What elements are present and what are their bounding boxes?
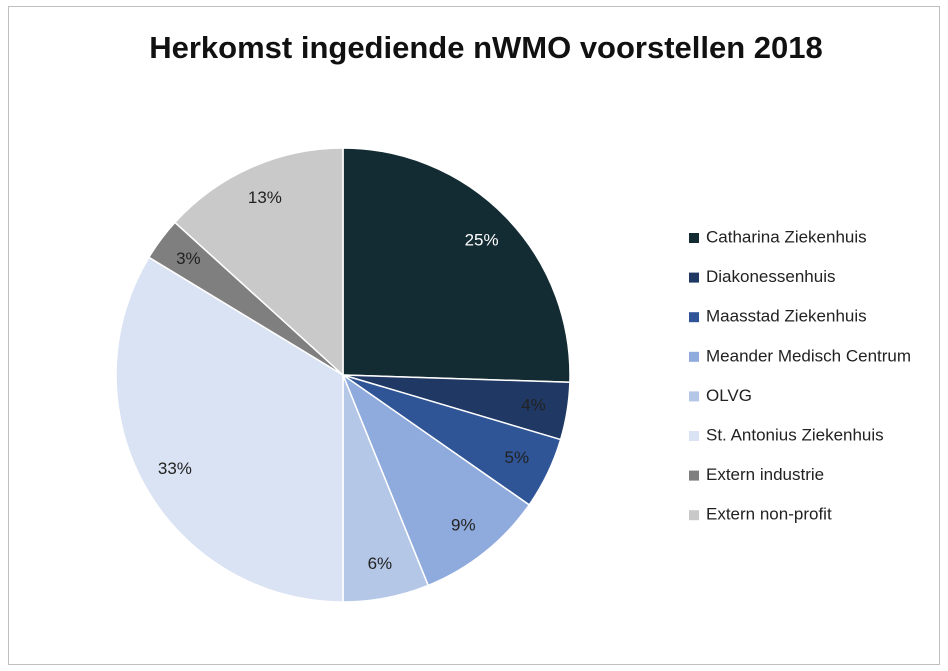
legend-swatch bbox=[689, 351, 699, 362]
legend-swatch bbox=[689, 233, 699, 243]
legend-label: Diakonessenhuis bbox=[706, 267, 835, 286]
legend-label: Extern industrie bbox=[706, 465, 824, 484]
data-label: 6% bbox=[368, 554, 393, 573]
data-label: 4% bbox=[521, 395, 546, 414]
data-label: 13% bbox=[248, 188, 282, 207]
legend-swatch bbox=[689, 272, 699, 283]
data-label: 25% bbox=[465, 230, 499, 249]
legend-label: Extern non-profit bbox=[706, 505, 832, 524]
pie-slice bbox=[342, 147, 571, 384]
pie-slice bbox=[341, 372, 531, 587]
pie-slice bbox=[173, 147, 344, 377]
legend-label: Catharina Ziekenhuis bbox=[706, 227, 867, 246]
data-label: 5% bbox=[505, 448, 530, 467]
legend-swatch bbox=[689, 431, 699, 441]
data-label: 33% bbox=[158, 459, 192, 478]
legend-label: OLVG bbox=[706, 386, 752, 405]
legend-label: Maasstad Ziekenhuis bbox=[706, 307, 867, 326]
legend-swatch bbox=[689, 470, 699, 481]
legend-label: St. Antonius Ziekenhuis bbox=[706, 425, 884, 444]
data-label: 9% bbox=[451, 515, 476, 534]
data-label: 3% bbox=[176, 249, 201, 268]
chart-title: Herkomst ingediende nWMO voorstellen 201… bbox=[149, 30, 823, 65]
legend-swatch bbox=[689, 510, 699, 521]
legend-swatch bbox=[689, 391, 699, 402]
legend-swatch bbox=[689, 312, 699, 323]
legend-label: Meander Medisch Centrum bbox=[706, 346, 911, 365]
pie-slice bbox=[115, 256, 344, 603]
